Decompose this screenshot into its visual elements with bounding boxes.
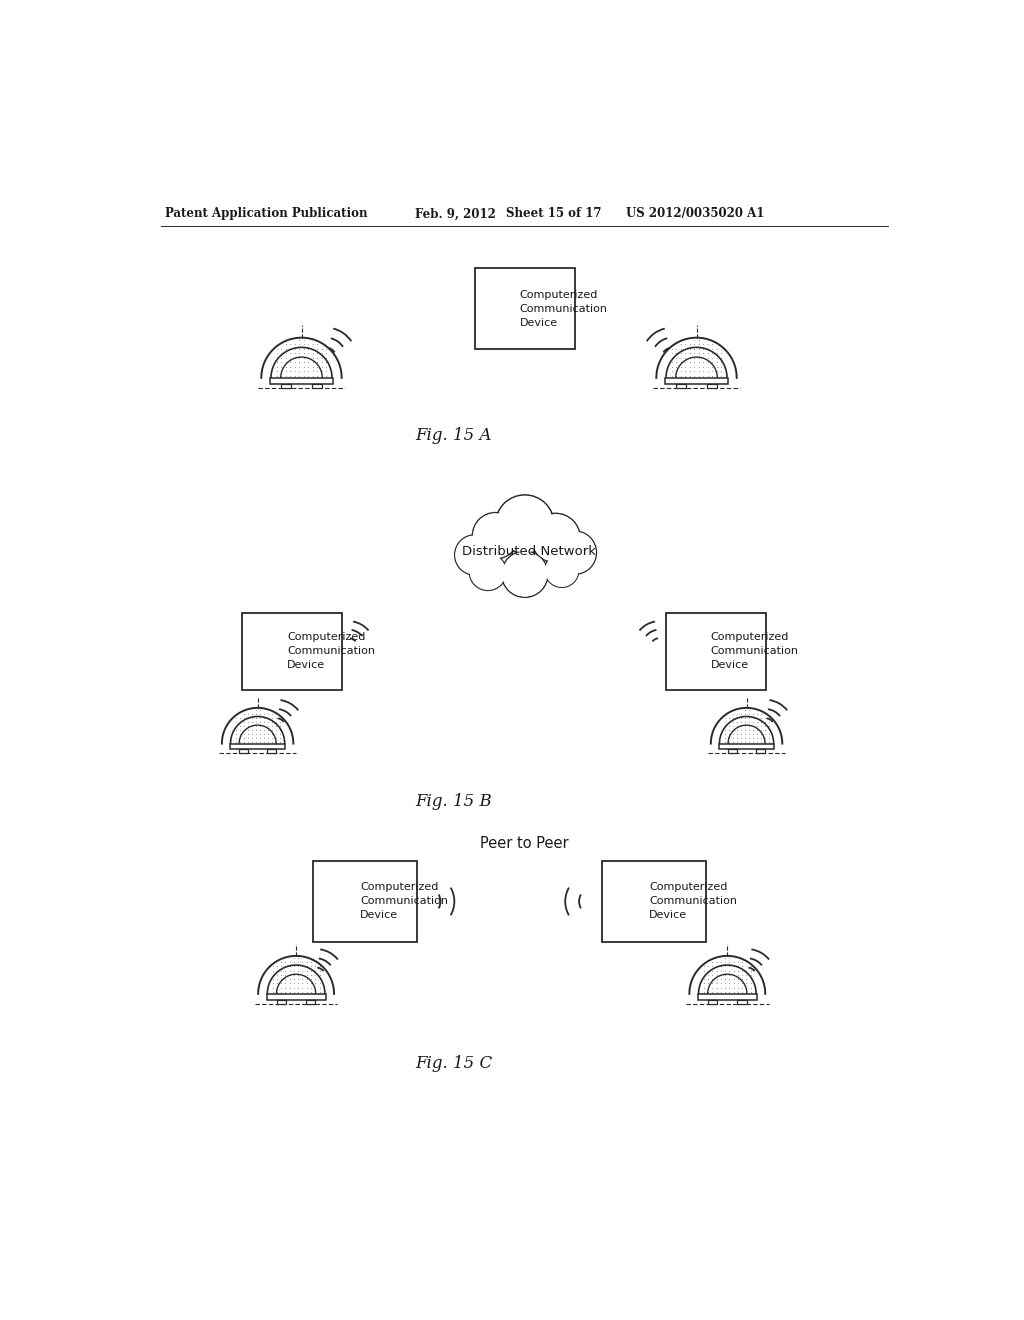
Bar xyxy=(666,612,766,689)
Bar xyxy=(708,384,717,388)
Bar xyxy=(306,999,315,1003)
Bar xyxy=(728,750,737,752)
Text: Feb. 9, 2012: Feb. 9, 2012 xyxy=(416,207,497,220)
Bar xyxy=(312,384,322,388)
Text: Computerized
Communication
Device: Computerized Communication Device xyxy=(711,632,799,671)
Bar xyxy=(267,750,275,752)
Text: Computerized
Communication
Device: Computerized Communication Device xyxy=(520,289,608,327)
Text: Distributed Network: Distributed Network xyxy=(462,545,596,557)
Text: Computerized
Communication
Device: Computerized Communication Device xyxy=(649,883,737,920)
Text: Computerized
Communication
Device: Computerized Communication Device xyxy=(360,883,449,920)
Circle shape xyxy=(456,536,494,574)
Circle shape xyxy=(503,553,547,595)
Bar xyxy=(266,994,326,999)
Text: US 2012/0035020 A1: US 2012/0035020 A1 xyxy=(626,207,764,220)
Bar xyxy=(243,612,342,689)
Circle shape xyxy=(496,495,554,553)
Bar xyxy=(230,743,286,750)
Text: Fig. 15 B: Fig. 15 B xyxy=(416,793,493,810)
Circle shape xyxy=(555,532,595,573)
Text: Sheet 15 of 17: Sheet 15 of 17 xyxy=(506,207,601,220)
Circle shape xyxy=(498,496,552,552)
Circle shape xyxy=(469,553,506,590)
Bar xyxy=(240,750,248,752)
Bar xyxy=(719,743,774,750)
Circle shape xyxy=(470,554,505,589)
Bar xyxy=(602,861,707,942)
Circle shape xyxy=(502,552,548,597)
Bar xyxy=(756,750,765,752)
Bar xyxy=(270,378,333,384)
Bar xyxy=(676,384,686,388)
Bar xyxy=(698,994,757,999)
Circle shape xyxy=(531,513,581,562)
Bar xyxy=(475,268,574,348)
Bar xyxy=(708,999,717,1003)
Bar xyxy=(276,999,286,1003)
Text: Computerized
Communication
Device: Computerized Communication Device xyxy=(288,632,375,671)
Text: Fig. 15 C: Fig. 15 C xyxy=(416,1055,493,1072)
Text: Peer to Peer: Peer to Peer xyxy=(480,836,569,851)
Bar xyxy=(281,384,291,388)
Text: Fig. 15 A: Fig. 15 A xyxy=(416,428,493,444)
Bar xyxy=(313,861,418,942)
Bar xyxy=(737,999,746,1003)
Circle shape xyxy=(532,515,579,561)
Circle shape xyxy=(545,553,579,587)
Circle shape xyxy=(553,531,596,574)
Circle shape xyxy=(472,512,518,558)
Circle shape xyxy=(546,554,578,586)
Circle shape xyxy=(474,513,517,557)
Text: Patent Application Publication: Patent Application Publication xyxy=(165,207,368,220)
Circle shape xyxy=(455,535,495,576)
Bar xyxy=(666,378,728,384)
